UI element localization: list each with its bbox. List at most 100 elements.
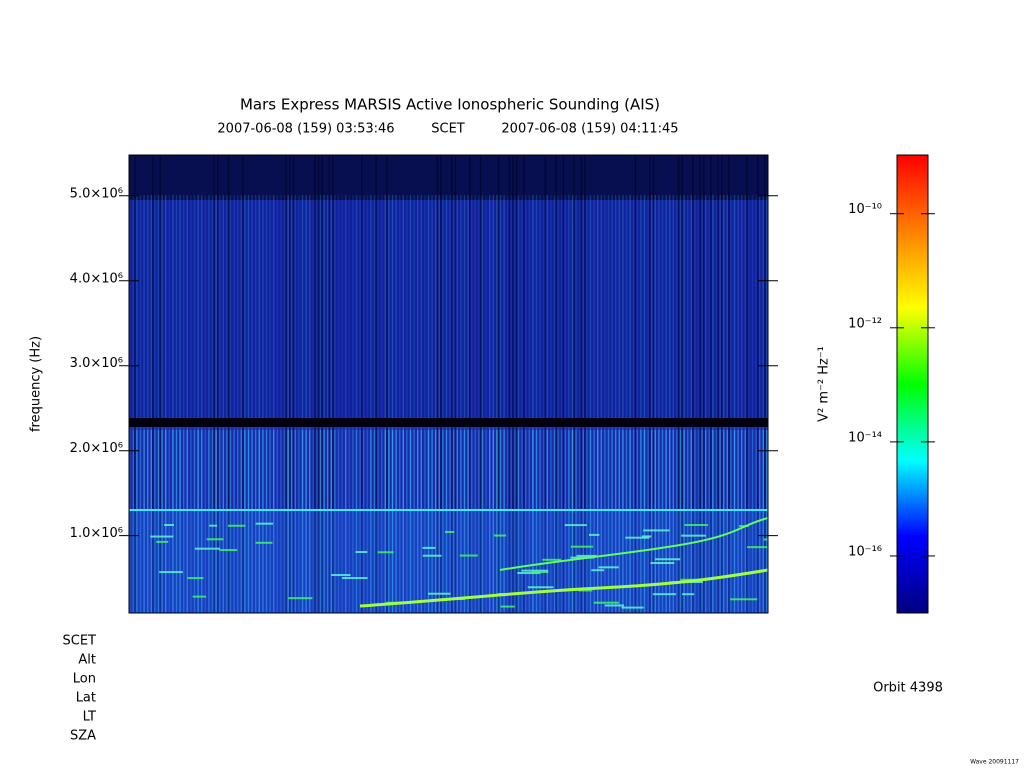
spec-stripe: [147, 195, 149, 613]
spec-stripe: [579, 195, 581, 613]
spec-stripe: [301, 430, 304, 613]
spec-stripe: [157, 195, 160, 613]
spec-stripe: [395, 195, 397, 613]
spec-dark: [375, 155, 377, 613]
spec-stripe: [550, 430, 552, 613]
spec-stripe: [161, 195, 163, 613]
spec-stripe: [381, 195, 383, 613]
spec-stripe: [712, 430, 714, 613]
spec-stripe: [679, 195, 682, 613]
spec-stripe: [467, 195, 469, 613]
spec-stripe: [445, 430, 448, 613]
spec-stripe: [319, 430, 322, 613]
spec-stripe: [348, 195, 350, 613]
spec-stripe: [690, 195, 692, 613]
spectrogram: [129, 155, 768, 613]
spec-stripe: [543, 430, 545, 613]
spec-stripe: [309, 195, 311, 613]
spec-top: [129, 155, 768, 200]
spec-stripe: [697, 430, 700, 613]
spec-stripe: [597, 195, 599, 613]
spec-stripe: [165, 195, 167, 613]
spec-stripe: [197, 430, 199, 613]
spec-stripe: [395, 430, 397, 613]
spec-stripe: [319, 195, 322, 613]
spec-stripe: [575, 195, 577, 613]
spec-blob: [621, 606, 644, 609]
spec-stripe: [589, 195, 592, 613]
spec-stripe: [672, 430, 674, 613]
spec-stripe: [604, 430, 606, 613]
orbit: Orbit 4398: [873, 681, 943, 696]
spec-stripe: [708, 195, 710, 613]
spec-stripe: [535, 430, 538, 613]
spec-stripe: [172, 195, 174, 613]
spec-dark: [328, 155, 331, 613]
spec-stripe: [661, 430, 664, 613]
y-tick-label: 2.0×10⁶: [70, 441, 123, 456]
spec-dark: [746, 155, 748, 613]
spec-stripe: [712, 195, 714, 613]
colorbar-tick-label: 10⁻¹²: [848, 316, 882, 331]
spec-stripe: [391, 195, 394, 613]
spec-stripe: [528, 195, 530, 613]
spec-stripe: [244, 430, 246, 613]
spec-blob: [542, 558, 562, 561]
spec-stripe: [622, 430, 624, 613]
spec-stripe: [690, 430, 692, 613]
spec-dark: [242, 155, 244, 613]
spec-stripe: [669, 430, 671, 613]
ephemeris-row-label: Lon: [73, 672, 96, 687]
spec-stripe: [715, 195, 718, 613]
spec-stripe: [719, 430, 721, 613]
spec-blob: [604, 604, 625, 607]
spec-stripe: [298, 430, 300, 613]
spec-stripe: [492, 195, 494, 613]
spec-blob: [164, 523, 175, 526]
spec-stripe: [262, 195, 264, 613]
spec-stripe: [478, 195, 480, 613]
spec-stripe: [229, 430, 232, 613]
spec-stripe: [366, 430, 368, 613]
spec-stripe: [175, 195, 178, 613]
spec-stripe: [679, 430, 682, 613]
spec-stripe: [532, 430, 534, 613]
spec-blob: [517, 572, 541, 575]
spec-stripe: [255, 430, 257, 613]
spec-blob: [422, 546, 436, 549]
spec-stripe: [489, 195, 491, 613]
spec-blob: [682, 593, 695, 596]
spec-stripe: [503, 430, 505, 613]
spec-stripe: [629, 195, 631, 613]
spec-dark: [289, 155, 291, 613]
spec-stripe: [334, 430, 336, 613]
spec-stripe: [208, 195, 210, 613]
spec-stripe: [341, 195, 343, 613]
spec-stripe: [629, 430, 631, 613]
spec-blob: [578, 589, 593, 592]
spec-stripe: [417, 430, 419, 613]
spec-stripe: [445, 195, 448, 613]
spec-stripe: [539, 195, 541, 613]
spec-stripe: [759, 195, 761, 613]
spec-low: [129, 510, 768, 613]
spec-stripe: [399, 195, 401, 613]
spec-stripe: [269, 195, 271, 613]
spec-blob: [150, 535, 174, 538]
spec-stripe: [251, 195, 253, 613]
spec-stripe: [535, 195, 538, 613]
spec-stripe: [532, 195, 534, 613]
spec-dark: [584, 155, 586, 613]
spec-blob: [654, 558, 681, 561]
spec-dark: [152, 155, 154, 613]
spec-stripe: [219, 430, 221, 613]
spec-stripe: [363, 430, 365, 613]
spec-dark: [555, 155, 557, 613]
spec-stripe: [564, 195, 566, 613]
spec-stripe: [600, 195, 602, 613]
spec-stripe: [334, 195, 336, 613]
spec-stripe: [463, 430, 466, 613]
spec-stripe: [658, 195, 660, 613]
spec-stripe: [388, 430, 390, 613]
